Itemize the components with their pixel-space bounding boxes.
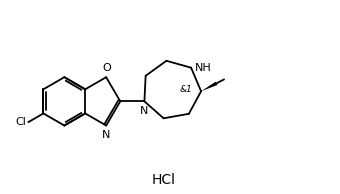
Text: NH: NH: [194, 63, 211, 73]
Text: &1: &1: [180, 86, 192, 94]
Polygon shape: [201, 82, 217, 91]
Text: Cl: Cl: [15, 117, 26, 127]
Text: HCl: HCl: [151, 173, 175, 187]
Text: O: O: [102, 63, 111, 73]
Text: N: N: [139, 106, 148, 116]
Text: N: N: [102, 130, 110, 139]
